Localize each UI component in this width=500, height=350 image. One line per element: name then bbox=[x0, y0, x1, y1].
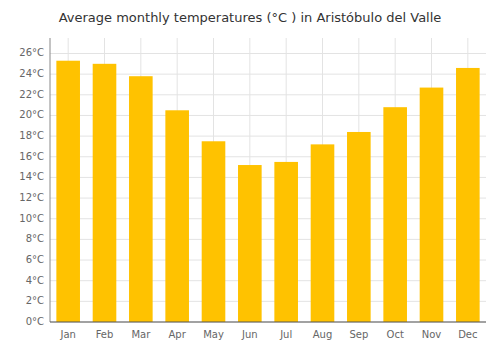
y-tick-label: 14°C bbox=[19, 171, 44, 182]
chart-container: 0°C 2°C 4°C 6°C 8°C 10°C 12°C 14°C 16°C 18°C 20°C 2… bbox=[0, 0, 500, 350]
x-axis-line bbox=[50, 321, 486, 322]
title: Average monthly temperatures (°C ) in Ar… bbox=[59, 10, 442, 25]
x-tick-label: Jan bbox=[59, 329, 75, 340]
y-tick-label: 8°C bbox=[26, 233, 44, 244]
y-tick-label: 2°C bbox=[26, 295, 44, 306]
ticks: 0°C 2°C 4°C 6°C 8°C 10°C 12°C 14°C 16°C 18°C 20°C 2… bbox=[19, 47, 477, 340]
y-tick-label: 18°C bbox=[19, 130, 44, 141]
x-tick-label: May bbox=[203, 329, 224, 340]
grid bbox=[50, 38, 486, 322]
bar bbox=[165, 110, 189, 322]
x-tick-label: Jul bbox=[279, 329, 292, 340]
y-tick-label: 16°C bbox=[19, 151, 44, 162]
bar bbox=[56, 61, 80, 322]
x-tick-label: Feb bbox=[96, 329, 114, 340]
bar bbox=[347, 132, 371, 322]
y-tick-label: 4°C bbox=[26, 275, 44, 286]
bar bbox=[238, 165, 262, 322]
bar bbox=[456, 68, 480, 322]
bar bbox=[202, 141, 226, 322]
y-tick-label: 20°C bbox=[19, 109, 44, 120]
grid-line bbox=[50, 322, 486, 323]
y-tick-label: 10°C bbox=[19, 213, 44, 224]
y-tick-label: 6°C bbox=[26, 254, 44, 265]
x-tick-label: Oct bbox=[387, 329, 404, 340]
x-tick-label: Sep bbox=[349, 329, 368, 340]
y-tick-label: 0°C bbox=[26, 316, 44, 327]
x-tick-label: Apr bbox=[169, 329, 187, 340]
y-tick-label: 22°C bbox=[19, 89, 44, 100]
x-tick-label: Aug bbox=[313, 329, 333, 340]
bar bbox=[274, 162, 298, 322]
y-axis-line bbox=[50, 38, 51, 322]
x-tick-label: Nov bbox=[422, 329, 442, 340]
bar bbox=[420, 88, 444, 322]
y-tick-label: 26°C bbox=[19, 47, 44, 58]
bar bbox=[383, 107, 407, 322]
chart: 0°C 2°C 4°C 6°C 8°C 10°C 12°C 14°C 16°C 18°C 20°C 2… bbox=[0, 0, 500, 350]
bar bbox=[93, 64, 117, 322]
bar bbox=[129, 76, 153, 322]
grid-line bbox=[50, 53, 486, 54]
y-tick-label: 12°C bbox=[19, 192, 44, 203]
x-tick-label: Dec bbox=[458, 329, 477, 340]
bar bbox=[311, 144, 335, 322]
bars bbox=[56, 61, 479, 322]
x-tick-label: Mar bbox=[131, 329, 151, 340]
y-tick-label: 24°C bbox=[19, 68, 44, 79]
x-tick-label: Jun bbox=[241, 329, 258, 340]
